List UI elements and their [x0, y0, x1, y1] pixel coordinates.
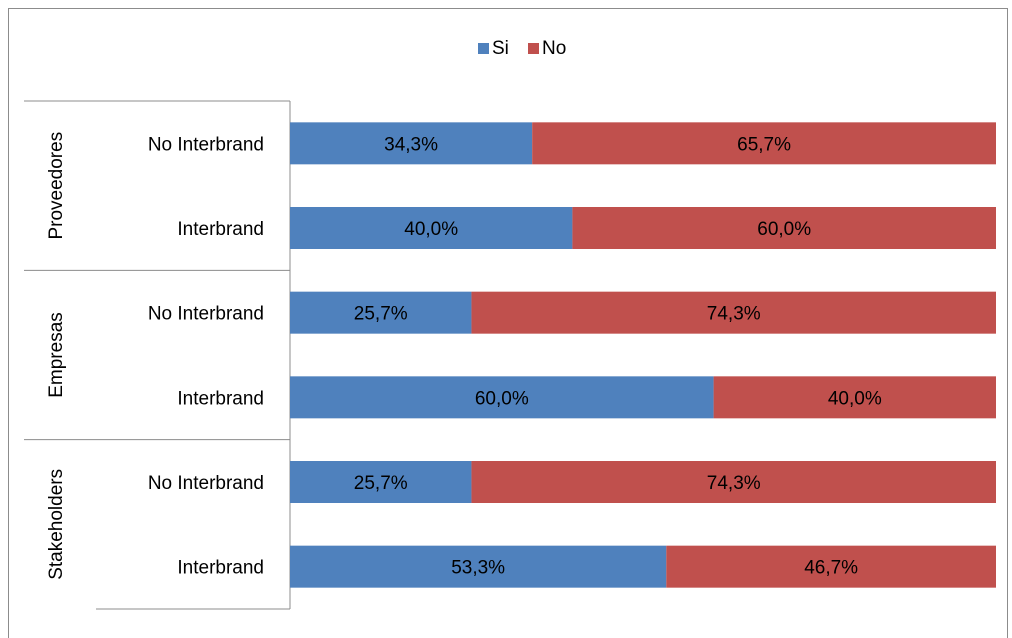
bars: 34,3% 65,7% 40,0% 60,0% 25,7% 74,3% 60,0% 40,0%…	[290, 122, 996, 588]
legend-label-si: Si	[492, 38, 509, 59]
data-label: 25,7%	[354, 473, 408, 494]
data-label: 25,7%	[354, 304, 408, 325]
category-label: Interbrand	[177, 558, 264, 579]
data-label: 65,7%	[737, 134, 791, 155]
category-axis: Proveedores No Interbrand Interbrand Empres…	[24, 100, 291, 610]
bar-no	[471, 461, 996, 503]
category-label: Interbrand	[177, 388, 264, 409]
bar-no	[572, 207, 996, 249]
bar-si	[290, 461, 472, 503]
bar-no	[471, 291, 996, 334]
data-label: 53,3%	[451, 558, 505, 579]
group-label-empresas: Empresas	[46, 312, 67, 398]
category-label: Interbrand	[177, 219, 264, 240]
legend: Si No	[478, 38, 566, 59]
bar-si	[290, 207, 573, 249]
bar-si	[290, 545, 667, 588]
bar-si	[290, 376, 714, 419]
data-label: 40,0%	[828, 388, 882, 409]
data-label: 60,0%	[475, 388, 529, 409]
data-label: 46,7%	[804, 558, 858, 579]
category-label: No Interbrand	[148, 473, 264, 494]
legend-swatch-no	[528, 43, 539, 54]
legend-swatch-si	[478, 43, 489, 54]
data-label: 40,0%	[404, 219, 458, 240]
data-label: 34,3%	[384, 134, 438, 155]
group-label-stakeholders: Stakeholders	[46, 469, 67, 580]
data-label: 74,3%	[707, 304, 761, 325]
data-label: 60,0%	[757, 219, 811, 240]
data-label: 74,3%	[707, 473, 761, 494]
bar-si	[290, 122, 533, 165]
category-label: No Interbrand	[148, 134, 264, 155]
legend-label-no: No	[542, 38, 566, 59]
category-label: No Interbrand	[148, 304, 264, 325]
bar-si	[290, 291, 472, 334]
group-label-proveedores: Proveedores	[46, 132, 67, 240]
chart-frame	[8, 8, 1008, 638]
bar-no	[713, 376, 996, 419]
bar-no	[532, 122, 996, 165]
bar-no	[666, 545, 996, 588]
